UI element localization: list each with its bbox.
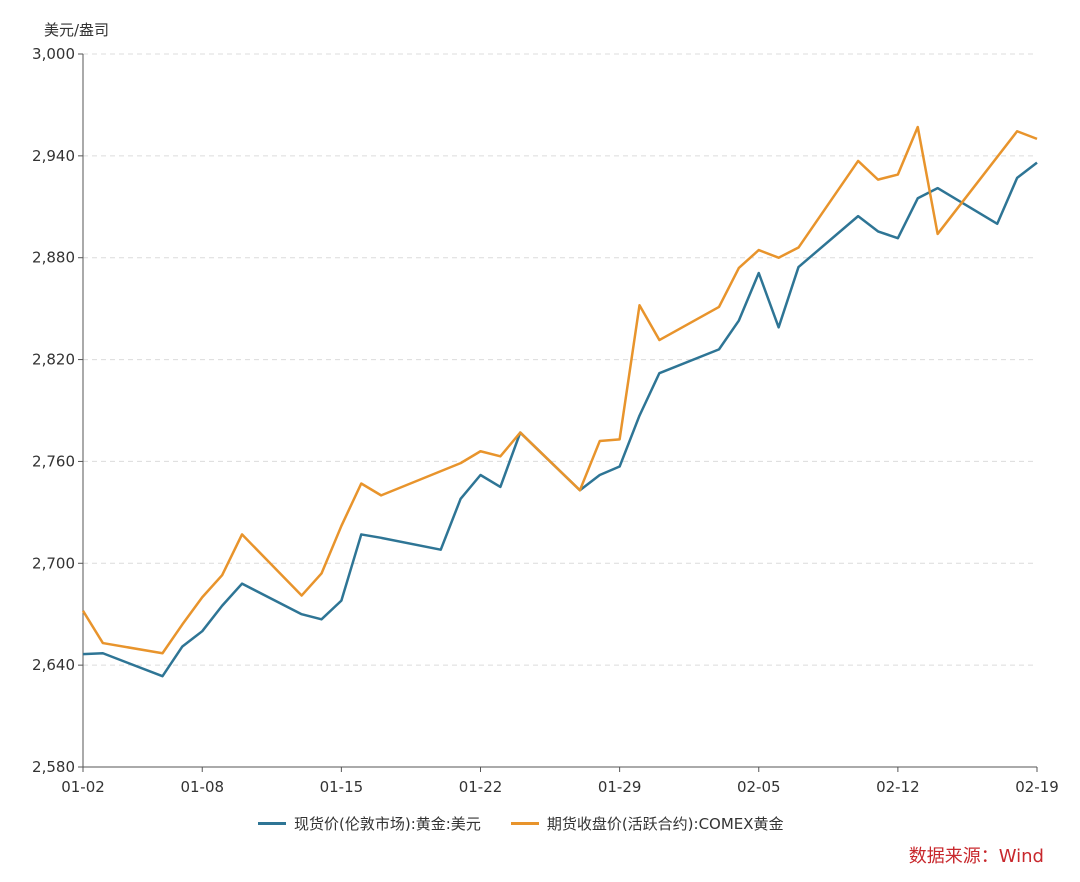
y-tick-label: 3,000 [32,45,75,63]
data-source: 数据来源：Wind [908,846,1044,867]
legend-swatch-futures [510,822,539,825]
x-tick-label: 02-12 [876,778,920,796]
x-tick-label: 02-19 [1015,778,1059,796]
legend-item-futures[interactable]: 期货收盘价(活跃合约):COMEX黄金 [510,813,784,834]
series-line-spot [82,161,1038,678]
legend-item-spot[interactable]: 现货价(伦敦市场):黄金:美元 [258,813,481,834]
y-tick-label: 2,640 [32,656,75,674]
x-tick-label: 01-22 [459,778,503,796]
legend-label-spot: 现货价(伦敦市场):黄金:美元 [294,815,481,833]
x-tick-label: 02-05 [737,778,781,796]
y-tick-label: 2,580 [32,758,75,776]
x-tick-label: 01-08 [180,778,224,796]
y-tick-label: 2,880 [32,249,75,267]
legend: 现货价(伦敦市场):黄金:美元 期货收盘价(活跃合约):COMEX黄金 [258,813,784,834]
y-axis-unit-label: 美元/盎司 [44,21,110,39]
x-tick-label: 01-02 [61,778,105,796]
x-tick-label: 01-29 [598,778,642,796]
series-line-futures [81,125,1038,655]
y-tick-label: 2,760 [32,452,75,470]
y-tick-label: 2,700 [32,554,75,572]
legend-label-futures: 期货收盘价(活跃合约):COMEX黄金 [546,815,784,833]
x-tick-label: 01-15 [320,778,364,796]
y-tick-label: 2,820 [32,351,75,369]
legend-swatch-spot [258,822,286,825]
y-tick-label: 2,940 [32,147,75,165]
